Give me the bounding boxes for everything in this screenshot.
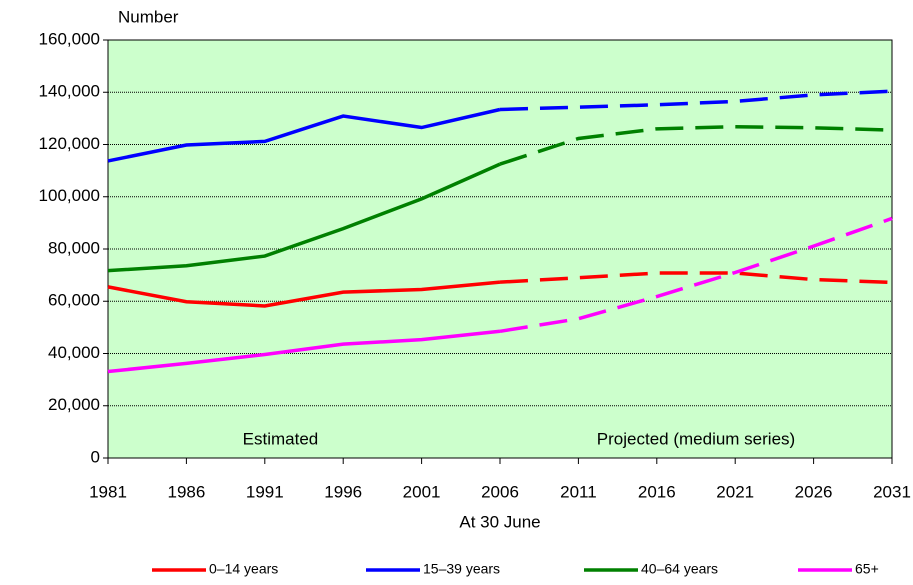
projected-line [499,216,893,334]
annotation: Projected (medium series) [597,429,795,448]
legend-label: 0–14 years [209,561,278,577]
projected-line [499,271,893,285]
estimated-line [107,329,501,374]
x-axis-label: At 30 June [459,512,540,531]
x-tick-label: 1986 [167,482,205,501]
x-tick-label: 2031 [873,482,911,501]
x-tick-label: 2001 [403,482,441,501]
y-tick-label: 20,000 [48,395,100,414]
projected-line [499,124,893,166]
x-tick-label: 1996 [324,482,362,501]
y-tick-label: 100,000 [39,186,100,205]
x-tick-label: 2011 [560,482,597,501]
y-axis-label: Number [118,7,179,26]
estimated-line [107,162,501,273]
projected-line [499,89,893,112]
estimated-line [107,280,501,308]
x-tick-label: 2006 [481,482,519,501]
annotation: Estimated [243,429,319,448]
x-tick-label: 1981 [89,482,127,501]
y-tick-label: 120,000 [39,134,100,153]
legend-label: 40–64 years [641,561,718,577]
legend-label: 65+ [855,561,879,577]
x-tick-label: 1991 [246,482,284,501]
x-tick-label: 2021 [716,482,754,501]
x-tick-label: 2016 [638,482,676,501]
y-tick-label: 80,000 [48,238,100,257]
y-tick-label: 140,000 [39,82,100,101]
estimated-line [107,107,501,163]
y-tick-label: 40,000 [48,343,100,362]
y-tick-label: 160,000 [39,29,100,48]
y-tick-label: 60,000 [48,291,100,310]
legend-label: 15–39 years [423,561,500,577]
x-tick-label: 2026 [795,482,833,501]
y-tick-label: 0 [91,447,100,466]
